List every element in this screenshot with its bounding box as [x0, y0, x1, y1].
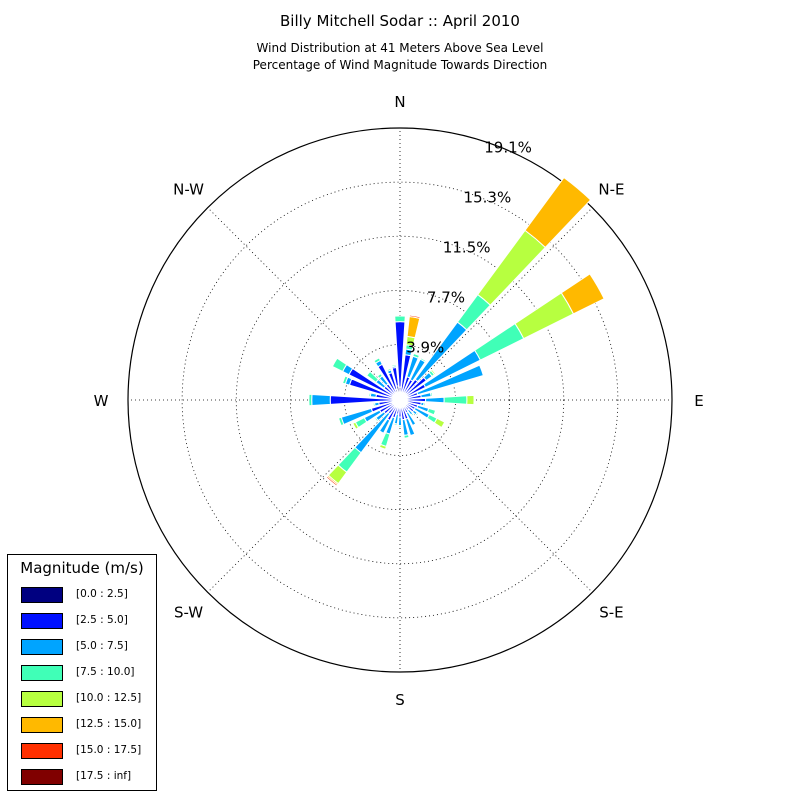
grid-spoke [399, 399, 593, 593]
wind-bar-segment [414, 411, 420, 417]
wind-bar-segment [419, 357, 427, 363]
radial-tick-label: 11.5% [443, 239, 491, 257]
legend-swatch [21, 743, 63, 759]
direction-label: N [394, 93, 405, 111]
wind-bar-segment [337, 416, 345, 427]
wind-bar-segment [366, 370, 380, 383]
legend-swatch [21, 613, 63, 629]
wind-bars [308, 176, 605, 487]
radial-tick-label: 3.9% [406, 339, 444, 357]
wind-bar-segment [391, 364, 397, 368]
wind-bar-segment [394, 315, 406, 323]
wind-bar-segment [429, 391, 434, 398]
wind-bar-segment [426, 407, 437, 416]
wind-bar-segment [560, 273, 605, 315]
grid-circle [181, 181, 619, 619]
wind-bar-segment [412, 352, 421, 359]
wind-bar-segment [393, 422, 398, 427]
wind-bar-segment [403, 434, 410, 439]
wind-bar-segment [379, 431, 391, 448]
wind-bar-segment [331, 357, 348, 373]
wind-bar-segment [443, 395, 468, 405]
wind-bar-segment [368, 392, 372, 398]
wind-bar-segment [410, 412, 415, 417]
wind-bar-segment [422, 402, 427, 407]
legend-label: [12.5 : 15.0] [76, 718, 142, 730]
axis-labels: N N-E E S-E S S-W W N-W 3.9% 7.7% 11.5% 15.3% 19.1% [94, 93, 704, 709]
wind-bar-segment [352, 421, 360, 430]
legend-label: [10.0 : 12.5] [76, 692, 142, 704]
wind-bar-segment [474, 322, 525, 361]
legend-swatch [21, 717, 63, 733]
chart-subtitle-line-1: Wind Distribution at 41 Meters Above Sea… [256, 41, 544, 55]
wind-bar-segment [386, 367, 392, 372]
grid-spoke [207, 207, 401, 401]
legend-label: [17.5 : inf] [76, 770, 132, 782]
wind-bar-segment [397, 425, 403, 428]
grid-spoke [399, 207, 593, 401]
wind-bar-segment [325, 475, 339, 487]
wind-bar-segment [308, 393, 313, 407]
legend-label: [0.0 : 2.5] [76, 588, 128, 600]
radial-tick-label: 15.3% [464, 189, 512, 207]
wind-bar-segment [514, 292, 575, 340]
direction-label: S [395, 691, 405, 709]
wind-bar-segment [416, 364, 484, 396]
legend-label: [7.5 : 10.0] [76, 666, 135, 678]
chart-title: Billy Mitchell Sodar :: April 2010 [280, 12, 520, 30]
direction-label: W [94, 392, 109, 410]
grid-circle [235, 235, 565, 565]
legend-swatch [21, 639, 63, 655]
direction-label: E [694, 392, 703, 410]
wind-bar-segment [378, 443, 387, 450]
wind-bar-segment [397, 416, 403, 427]
wind-bar-segment [378, 418, 391, 434]
wind-bar-segment [524, 176, 592, 249]
legend-swatch [21, 665, 63, 681]
direction-label: N-W [173, 181, 204, 199]
wind-bar-segment [425, 396, 445, 404]
legend-swatch [21, 691, 63, 707]
direction-label: N-E [598, 181, 624, 199]
radial-tick-label: 19.1% [484, 139, 532, 157]
wind-bar-segment [466, 394, 475, 406]
wind-bar-segment [372, 402, 376, 407]
wind-bar-segment [408, 314, 421, 319]
legend: Magnitude (m/s) [0.0 : 2.5] [2.5 : 5.0] [5… [7, 554, 157, 791]
legend-swatch [21, 587, 63, 603]
wind-bar-segment [376, 372, 383, 380]
legend-label: [15.0 : 17.5] [76, 744, 142, 756]
legend-label: [5.0 : 7.5] [76, 640, 128, 652]
wind-bar-segment [430, 368, 437, 376]
direction-label: S-E [599, 603, 623, 621]
outer-circle [127, 127, 673, 673]
wind-bar-segment [405, 411, 417, 427]
chart-subtitle-line-2: Percentage of Wind Magnitude Towards Dir… [252, 58, 548, 72]
wind-bar-segment [373, 357, 382, 364]
wind-bar-segment [433, 417, 446, 429]
legend-title: Magnitude (m/s) [20, 559, 144, 577]
direction-label: S-W [174, 603, 203, 621]
grid-spoke [207, 399, 401, 593]
radial-tick-label: 7.7% [427, 289, 465, 307]
legend-swatch [21, 769, 63, 785]
grid-circle [289, 289, 511, 511]
wind-bar-segment [406, 315, 421, 339]
wind-bar-segment [374, 417, 380, 423]
wind-bar-segment [405, 417, 416, 437]
wind-bar-segment [311, 393, 331, 407]
legend-label: [2.5 : 5.0] [76, 614, 128, 626]
wind-bar-segment [342, 375, 349, 385]
